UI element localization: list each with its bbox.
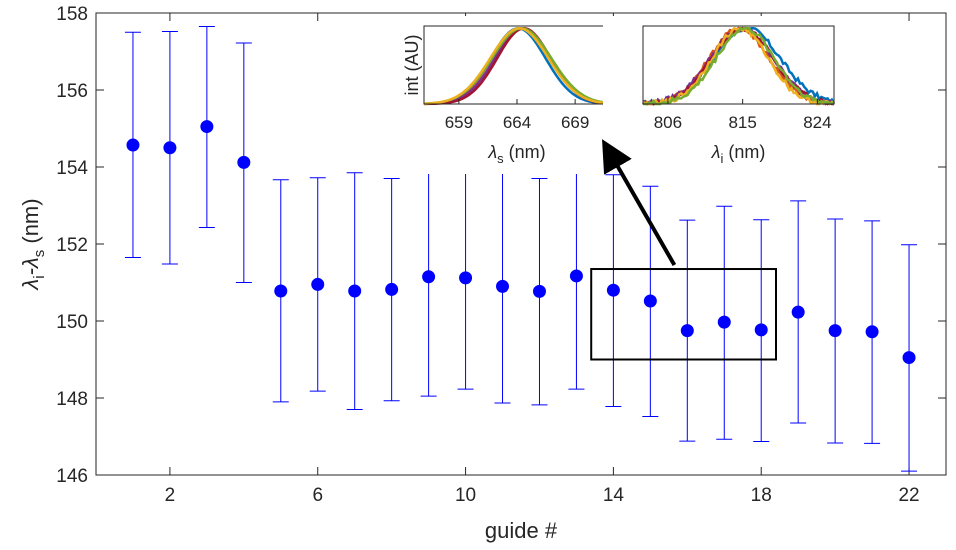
data-point-18: [754, 323, 768, 337]
data-point-2: [163, 141, 177, 155]
data-point-19: [791, 305, 805, 319]
x-tick-label: 18: [751, 485, 772, 506]
inset-spectrum-line: [423, 27, 611, 105]
x-tick-label: 10: [455, 485, 476, 506]
y-tick-label: 150: [56, 312, 88, 333]
y-tick-label: 158: [56, 4, 88, 25]
data-point-10: [459, 271, 473, 285]
inset-signal-spectrum: 659 664 669 λs (nm) int (AU): [384, 16, 630, 174]
inset-x-tick-label: 669: [561, 113, 589, 132]
highlight-box: [590, 268, 778, 361]
inset-x-tick-label: 664: [503, 113, 531, 132]
data-point-21: [865, 325, 879, 339]
inset-x-axis-label: λi (nm): [711, 142, 766, 166]
inset-x-tick-label: 815: [728, 113, 756, 132]
data-point-6: [311, 277, 325, 291]
data-point-11: [496, 279, 510, 293]
inset-y-axis-label: int (AU): [402, 34, 422, 95]
x-tick-label: 6: [312, 485, 323, 506]
data-point-1: [126, 138, 140, 152]
data-point-4: [237, 155, 251, 169]
x-tick-label: 2: [165, 485, 176, 506]
data-point-13: [569, 269, 583, 283]
x-axis-label: guide #: [485, 518, 558, 543]
data-point-20: [828, 324, 842, 338]
x-tick-label: 22: [898, 485, 919, 506]
inset-frame: [642, 25, 835, 105]
data-point-22: [902, 351, 916, 365]
main-plot: 2 6 10 14 18 22 146 148 150 152 154 156 158 guide # λi…: [18, 4, 947, 543]
data-point-8: [385, 282, 399, 296]
inset-spectrum-line: [642, 26, 835, 106]
inset-background: [603, 16, 854, 174]
y-tick-label: 154: [56, 158, 88, 179]
y-tick-label: 148: [56, 389, 88, 410]
data-point-17: [717, 315, 731, 329]
data-point-3: [200, 120, 214, 134]
inset-x-tick-label: 659: [445, 113, 473, 132]
x-tick-label: 14: [603, 485, 625, 506]
inset-x-tick-label: 806: [654, 113, 682, 132]
y-axis-label: λi-λs (nm): [18, 198, 48, 290]
data-point-16: [680, 324, 694, 338]
inset-x-tick-label: 824: [803, 113, 831, 132]
data-point-12: [532, 284, 546, 298]
data-point-7: [348, 284, 362, 298]
y-tick-label: 146: [56, 466, 88, 487]
y-tick-label: 152: [56, 235, 88, 256]
data-point-15: [643, 294, 657, 308]
y-tick-label: 156: [56, 81, 88, 102]
inset-idler-spectrum: 806 815 824 λi (nm): [603, 16, 854, 174]
data-point-9: [422, 270, 436, 284]
annotation-arrow: [602, 139, 677, 267]
data-point-5: [274, 284, 288, 298]
data-point-14: [606, 283, 620, 297]
inset-x-axis-label: λs (nm): [487, 142, 545, 166]
